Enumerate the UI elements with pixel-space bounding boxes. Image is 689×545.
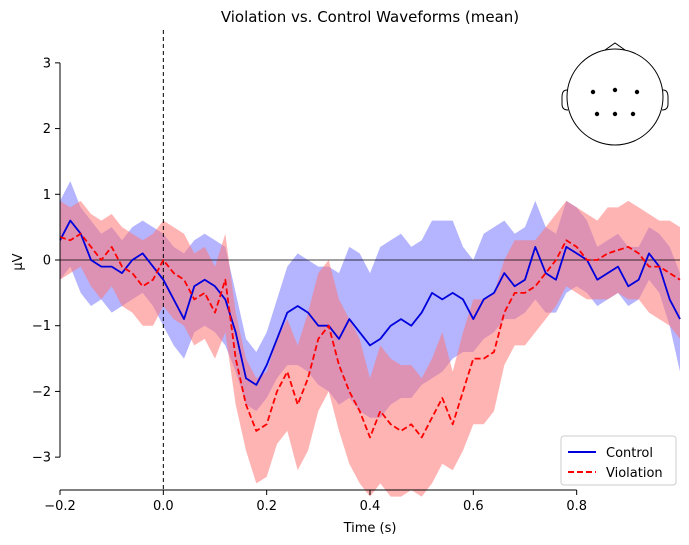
sensor-dot — [590, 89, 596, 95]
sensor-dot — [630, 111, 636, 117]
series-lines — [59, 219, 681, 439]
chart-title: Violation vs. Control Waveforms (mean) — [221, 8, 519, 26]
head-outline — [566, 48, 664, 146]
y-tick-label: 0 — [43, 254, 51, 269]
head-nose — [604, 42, 626, 51]
legend-label-control: Control — [606, 446, 653, 461]
y-tick-label: −3 — [32, 451, 51, 466]
confidence-band-violation — [60, 200, 680, 497]
axes: −3 −2 −1 0 1 2 3 −0.2 0.0 0.2 0.4 0.6 0.8 — [32, 56, 587, 514]
x-tick-label: 0.6 — [463, 499, 484, 514]
sensor-dot — [594, 111, 600, 117]
x-tick-label: 0.8 — [566, 499, 587, 514]
sensor-dot — [634, 89, 640, 95]
series-line-violation — [59, 232, 681, 439]
series-line-control — [59, 219, 681, 386]
sensor-dot — [612, 87, 618, 93]
x-tick-label: −0.2 — [44, 499, 76, 514]
legend: Control Violation — [560, 435, 677, 486]
confidence-band-control — [60, 181, 680, 418]
x-tick-label: 0.0 — [153, 499, 174, 514]
y-tick-label: 2 — [43, 122, 51, 137]
x-tick-label: 0.2 — [256, 499, 277, 514]
sensor-head-map — [561, 42, 669, 146]
sensor-dot — [612, 111, 618, 117]
legend-label-violation: Violation — [606, 466, 663, 481]
x-tick-label: 0.4 — [360, 499, 381, 514]
confidence-bands — [60, 181, 680, 497]
y-tick-label: −1 — [32, 319, 51, 334]
y-tick-label: 3 — [43, 56, 51, 71]
head-left-ear — [561, 89, 569, 111]
head-right-ear — [661, 89, 669, 111]
y-tick-label: −2 — [32, 385, 51, 400]
y-tick-label: 1 — [43, 188, 51, 203]
x-axis-label: Time (s) — [343, 521, 397, 536]
y-axis-label: µV — [11, 253, 26, 270]
